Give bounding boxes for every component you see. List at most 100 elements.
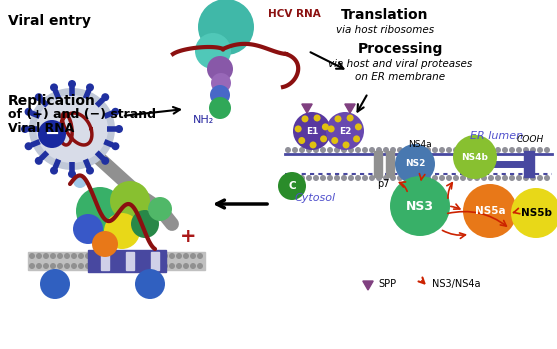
Circle shape	[86, 166, 94, 174]
Circle shape	[467, 147, 473, 153]
Circle shape	[299, 147, 305, 153]
Text: NS4b: NS4b	[462, 153, 488, 162]
Circle shape	[446, 175, 452, 181]
Circle shape	[120, 253, 126, 259]
Circle shape	[111, 142, 119, 150]
Circle shape	[285, 147, 291, 153]
Circle shape	[509, 147, 515, 153]
FancyBboxPatch shape	[151, 252, 159, 270]
Circle shape	[467, 175, 473, 181]
Circle shape	[453, 175, 459, 181]
Circle shape	[432, 147, 438, 153]
Circle shape	[104, 213, 140, 249]
Circle shape	[334, 175, 340, 181]
Circle shape	[155, 253, 161, 259]
Circle shape	[35, 157, 43, 165]
Circle shape	[353, 135, 360, 142]
Circle shape	[404, 175, 410, 181]
Circle shape	[169, 263, 175, 269]
Circle shape	[162, 263, 168, 269]
Circle shape	[38, 120, 66, 148]
Circle shape	[397, 175, 403, 181]
Circle shape	[331, 137, 338, 144]
Circle shape	[169, 253, 175, 259]
Circle shape	[369, 147, 375, 153]
Circle shape	[176, 253, 182, 259]
Circle shape	[73, 174, 87, 188]
Circle shape	[36, 253, 42, 259]
Circle shape	[127, 263, 133, 269]
Circle shape	[481, 175, 487, 181]
Circle shape	[106, 263, 112, 269]
Text: Translation: Translation	[341, 8, 429, 22]
Text: NH₂: NH₂	[193, 115, 214, 125]
Circle shape	[115, 125, 123, 133]
Circle shape	[92, 253, 98, 259]
Text: E1: E1	[306, 126, 318, 135]
Circle shape	[326, 112, 364, 150]
Circle shape	[50, 253, 56, 259]
Text: NS5b: NS5b	[520, 208, 551, 218]
Circle shape	[460, 147, 466, 153]
Circle shape	[29, 263, 35, 269]
Circle shape	[197, 253, 203, 259]
Circle shape	[68, 170, 76, 178]
Circle shape	[92, 263, 98, 269]
Circle shape	[50, 166, 58, 174]
Circle shape	[537, 147, 543, 153]
Text: Replication: Replication	[8, 94, 96, 108]
Circle shape	[176, 224, 200, 248]
Circle shape	[523, 147, 529, 153]
Text: on ER membrane: on ER membrane	[355, 72, 445, 82]
Circle shape	[25, 142, 32, 150]
Text: ER lumen: ER lumen	[470, 131, 523, 141]
Text: COOH: COOH	[516, 135, 544, 144]
Circle shape	[328, 125, 335, 132]
Circle shape	[183, 263, 189, 269]
Circle shape	[411, 175, 417, 181]
Circle shape	[148, 253, 154, 259]
Circle shape	[390, 176, 450, 236]
Text: HCV RNA: HCV RNA	[268, 9, 321, 19]
Circle shape	[376, 147, 382, 153]
Circle shape	[320, 147, 326, 153]
Circle shape	[322, 123, 329, 131]
Circle shape	[439, 147, 445, 153]
Circle shape	[516, 147, 522, 153]
Circle shape	[190, 253, 196, 259]
Circle shape	[99, 253, 105, 259]
Text: Viral RNA: Viral RNA	[8, 122, 74, 135]
Circle shape	[106, 253, 112, 259]
Circle shape	[425, 175, 431, 181]
Circle shape	[135, 269, 165, 299]
FancyBboxPatch shape	[126, 252, 134, 270]
Circle shape	[306, 147, 312, 153]
Circle shape	[313, 147, 319, 153]
Circle shape	[73, 214, 103, 244]
Text: NS5a: NS5a	[475, 206, 505, 216]
Circle shape	[197, 263, 203, 269]
Circle shape	[474, 147, 480, 153]
Circle shape	[183, 253, 189, 259]
Circle shape	[544, 147, 550, 153]
Circle shape	[113, 263, 119, 269]
Circle shape	[29, 253, 35, 259]
Circle shape	[99, 263, 105, 269]
FancyBboxPatch shape	[101, 252, 109, 270]
Circle shape	[327, 147, 333, 153]
Circle shape	[341, 175, 347, 181]
Circle shape	[509, 175, 515, 181]
Circle shape	[299, 175, 305, 181]
Circle shape	[348, 175, 354, 181]
Circle shape	[463, 184, 517, 238]
Circle shape	[306, 175, 312, 181]
Circle shape	[101, 157, 109, 165]
Circle shape	[113, 253, 119, 259]
Text: −: −	[45, 125, 60, 143]
Circle shape	[411, 147, 417, 153]
Circle shape	[71, 263, 77, 269]
Circle shape	[64, 253, 70, 259]
Text: via host and viral proteases: via host and viral proteases	[328, 59, 472, 69]
Circle shape	[207, 56, 233, 82]
Circle shape	[292, 175, 298, 181]
